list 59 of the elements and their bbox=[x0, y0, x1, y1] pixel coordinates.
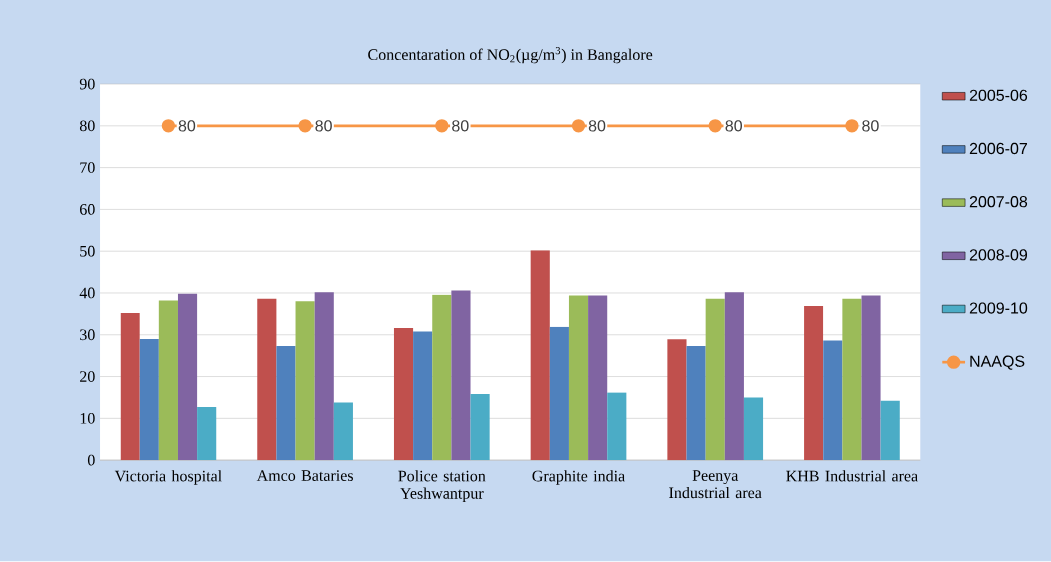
y-tick-label: 40 bbox=[79, 287, 95, 299]
legend-label: 2005-06 bbox=[969, 89, 1028, 102]
y-tick-label: 50 bbox=[80, 246, 95, 257]
x-tick-label: Police station Yeshwantpur bbox=[398, 470, 486, 503]
x-tick-label: KHB Industrial area bbox=[786, 470, 918, 482]
data-label: 80 bbox=[315, 120, 332, 132]
y-tick-label: 0 bbox=[87, 454, 95, 466]
data-label: 80 bbox=[452, 120, 469, 132]
y-tick-label: 90 bbox=[79, 78, 95, 90]
bar bbox=[705, 299, 725, 461]
bar bbox=[607, 392, 627, 461]
bar bbox=[158, 300, 178, 461]
bar bbox=[568, 295, 589, 461]
y-tick-label: 70 bbox=[80, 162, 95, 174]
legend-label: 2007-08 bbox=[969, 196, 1028, 208]
y-tick-label: 20 bbox=[80, 371, 95, 383]
y-tick-label: 10 bbox=[80, 413, 95, 424]
bar bbox=[314, 292, 334, 461]
bar bbox=[667, 339, 687, 461]
data-label: 80 bbox=[588, 120, 606, 132]
x-tick-label: Victoria hospital bbox=[114, 470, 222, 485]
bar bbox=[861, 295, 881, 461]
bar bbox=[120, 313, 140, 461]
bar bbox=[333, 402, 353, 461]
y-tick-label: 60 bbox=[80, 204, 95, 216]
bar bbox=[177, 294, 198, 461]
bar bbox=[451, 290, 471, 461]
bar bbox=[743, 397, 764, 461]
bar bbox=[197, 407, 217, 461]
data-label: 80 bbox=[178, 120, 196, 132]
bar bbox=[432, 294, 452, 461]
chart-title: Concentaration of NO$_{2}$(µg/m$^{3}$) in Bangalore bbox=[368, 47, 653, 64]
x-tick-label: Peenya Industrial area bbox=[669, 470, 762, 499]
legend-label: NAAQS bbox=[970, 355, 1025, 371]
bar bbox=[393, 328, 414, 461]
bar bbox=[530, 250, 550, 461]
bar bbox=[823, 340, 843, 461]
bar bbox=[295, 301, 315, 461]
bar bbox=[724, 292, 744, 461]
bar bbox=[880, 401, 900, 461]
legend-label: 2008-09 bbox=[969, 249, 1028, 261]
legend-label: 2006-07 bbox=[969, 143, 1027, 155]
bar bbox=[842, 299, 862, 461]
x-tick-label: Amco Bataries bbox=[256, 470, 353, 482]
bar bbox=[413, 331, 433, 461]
data-label: 80 bbox=[862, 120, 879, 132]
data-label: 80 bbox=[725, 120, 743, 132]
bar bbox=[588, 295, 608, 461]
bar bbox=[686, 346, 706, 461]
y-tick-label: 30 bbox=[80, 329, 95, 341]
bar bbox=[549, 327, 569, 461]
y-tick-label: 80 bbox=[79, 120, 95, 132]
bar bbox=[470, 394, 490, 461]
bar bbox=[139, 339, 159, 461]
bar bbox=[276, 346, 296, 461]
bar bbox=[257, 299, 277, 461]
legend-label: 2009-10 bbox=[969, 302, 1028, 314]
bar bbox=[804, 306, 824, 461]
x-tick-label: Graphite india bbox=[532, 470, 625, 485]
